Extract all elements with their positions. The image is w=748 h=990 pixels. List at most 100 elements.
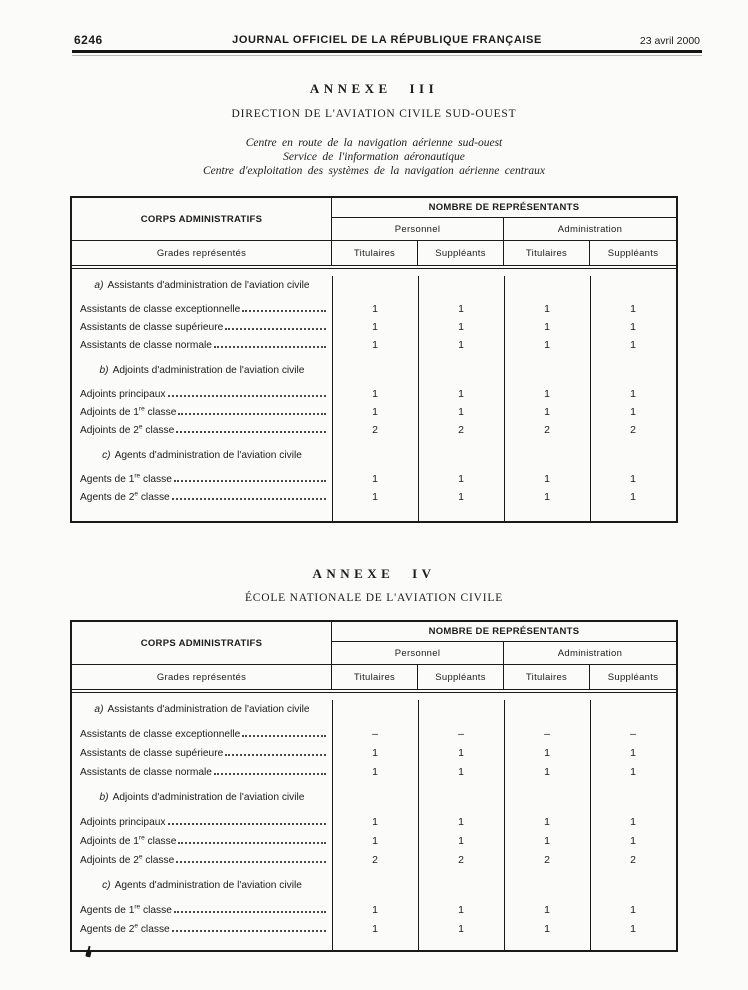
table-row: Agents de 2e classe 1 1 1 1 <box>72 488 676 506</box>
representative-count: 1 <box>458 765 464 778</box>
grade-label: Adjoints de 2e classe <box>80 424 174 439</box>
section-heading: a) Assistants d'administration de l'aviat… <box>72 276 332 294</box>
representative-count: 1 <box>630 321 636 333</box>
grade-label-cell: Adjoints de 2e classe <box>72 421 332 439</box>
representative-count: – <box>458 727 464 740</box>
issue-date: 23 avril 2000 <box>639 35 700 47</box>
grade-label-text: Adjoints de 2 <box>80 855 139 866</box>
page-number: 6246 <box>74 33 103 47</box>
representative-count: 1 <box>372 321 378 333</box>
representative-count: 1 <box>544 473 550 485</box>
section-heading-text: Assistants d'administration de l'aviatio… <box>107 703 310 715</box>
grade-label: Assistants de classe exceptionnelle <box>80 729 240 743</box>
dotted-leader <box>173 480 326 482</box>
grade-label-cell: Assistants de classe normale <box>72 336 332 354</box>
representative-count: 1 <box>372 834 378 847</box>
grade-label-text: Assistants de classe exceptionnelle <box>80 304 241 315</box>
representative-count: – <box>630 727 636 740</box>
section-heading: a) Assistants d'administration de l'aviat… <box>72 700 332 718</box>
grade-label: Adjoints de 1re classe <box>80 835 177 850</box>
representative-count: 1 <box>630 765 636 778</box>
administration-header: Administration <box>504 642 676 665</box>
grade-label-cell: Adjoints de 1re classe <box>72 403 332 421</box>
subtitle-line: Centre d'exploitation des systèmes de la… <box>202 165 546 177</box>
representative-count: 2 <box>630 853 636 866</box>
grade-label: Assistants de classe normale <box>80 340 212 354</box>
dotted-leader <box>213 346 326 348</box>
subtitle-line: Service de l'information aéronautique <box>283 151 465 163</box>
ordinal-superscript: e <box>134 922 138 930</box>
representative-count: 1 <box>544 303 550 315</box>
table-body: a) Assistants d'administration de l'aviat… <box>72 276 676 521</box>
representative-count: 2 <box>630 424 636 436</box>
annexe-iii-org-title: DIRECTION DE L'AVIATION CIVILE SUD-OUEST <box>231 108 517 120</box>
grade-label-cell: Agents de 2e classe <box>72 488 332 506</box>
grade-label-text: Adjoints de 1 <box>80 836 139 847</box>
personnel-header: Personnel <box>332 642 504 665</box>
section-heading-text: Assistants d'administration de l'aviatio… <box>107 279 310 291</box>
representative-count: 1 <box>630 834 636 847</box>
administration-header: Administration <box>504 218 676 241</box>
dotted-leader <box>213 773 326 775</box>
section-heading-text: Adjoints d'administration de l'aviation … <box>112 791 305 803</box>
section-heading: c) Agents d'administration de l'aviation … <box>72 446 332 464</box>
column-divider <box>590 276 591 521</box>
dotted-leader <box>176 431 326 433</box>
section-marker: c) <box>102 449 111 461</box>
grade-label-text: Adjoints de 2 <box>80 425 139 436</box>
representative-count: 1 <box>544 746 550 759</box>
table-row: Assistants de classe exceptionnelle 1 1 1 1 <box>72 300 676 318</box>
subtitle-line: Centre en route de la navigation aérienn… <box>245 137 503 149</box>
ordinal-superscript: e <box>134 490 138 498</box>
grade-label-text: Assistants de classe normale <box>80 767 212 778</box>
personnel-header: Personnel <box>332 218 504 241</box>
table-row: Agents de 2e classe 1 1 1 1 <box>72 919 676 938</box>
grade-label: Assistants de classe supérieure <box>80 748 223 762</box>
representative-count: 1 <box>458 903 464 916</box>
table-row: Assistants de classe supérieure 1 1 1 1 <box>72 743 676 762</box>
representative-count: 1 <box>372 388 378 400</box>
dotted-leader <box>167 823 326 825</box>
representative-count: 1 <box>458 406 464 418</box>
table-row: Agents de 1re classe 1 1 1 1 <box>72 470 676 488</box>
table-header: CORPS ADMINISTRATIFS NOMBRE DE REPRÉSENT… <box>72 198 676 265</box>
section-heading-text: Agents d'administration de l'aviation ci… <box>114 879 302 891</box>
representative-count: 1 <box>544 491 550 503</box>
grade-label-end: classe <box>138 492 170 503</box>
representative-count: 1 <box>630 922 636 935</box>
suppleants-administration-header: Suppléants <box>607 671 659 683</box>
representative-count: 2 <box>458 853 464 866</box>
dotted-leader <box>167 395 326 397</box>
representative-count: 1 <box>372 903 378 916</box>
column-divider <box>332 276 333 521</box>
dotted-leader <box>242 310 326 312</box>
grade-label-cell: Assistants de classe supérieure <box>72 318 332 336</box>
representative-count: 1 <box>372 339 378 351</box>
grade-label: Adjoints principaux <box>80 389 166 403</box>
representative-count: 1 <box>630 815 636 828</box>
grade-label-end: classe <box>140 905 172 916</box>
grade-label-end: classe <box>144 407 177 418</box>
section-heading: b) Adjoints d'administration de l'aviatio… <box>72 361 332 379</box>
grade-label-cell: Adjoints de 1re classe <box>72 831 332 850</box>
grades-representes-header: Grades représentés <box>72 241 332 265</box>
table-row: Adjoints de 1re classe 1 1 1 1 <box>72 831 676 850</box>
scan-artifact <box>85 949 92 958</box>
titulaires-personnel-header: Titulaires <box>332 665 418 689</box>
representative-count: 1 <box>544 903 550 916</box>
grade-label: Assistants de classe normale <box>80 767 212 781</box>
corps-administratifs-header: CORPS ADMINISTRATIFS <box>72 198 332 241</box>
nombre-representants-header: NOMBRE DE REPRÉSENTANTS <box>332 198 676 218</box>
annexe-iii-title: ANNEXE III <box>309 81 439 96</box>
grade-label: Adjoints principaux <box>80 817 166 831</box>
column-divider <box>332 700 333 950</box>
ordinal-superscript: e <box>138 853 143 861</box>
grade-label-text: Agents de 2 <box>80 924 135 935</box>
grade-label-end: classe <box>144 836 177 847</box>
representative-count: 1 <box>544 321 550 333</box>
titulaires-administration-header: Titulaires <box>504 665 590 689</box>
grade-label: Agents de 1re classe <box>80 473 172 488</box>
annexe-iv-title: ANNEXE IV <box>312 566 436 581</box>
section-heading: c) Agents d'administration de l'aviation … <box>72 876 332 894</box>
